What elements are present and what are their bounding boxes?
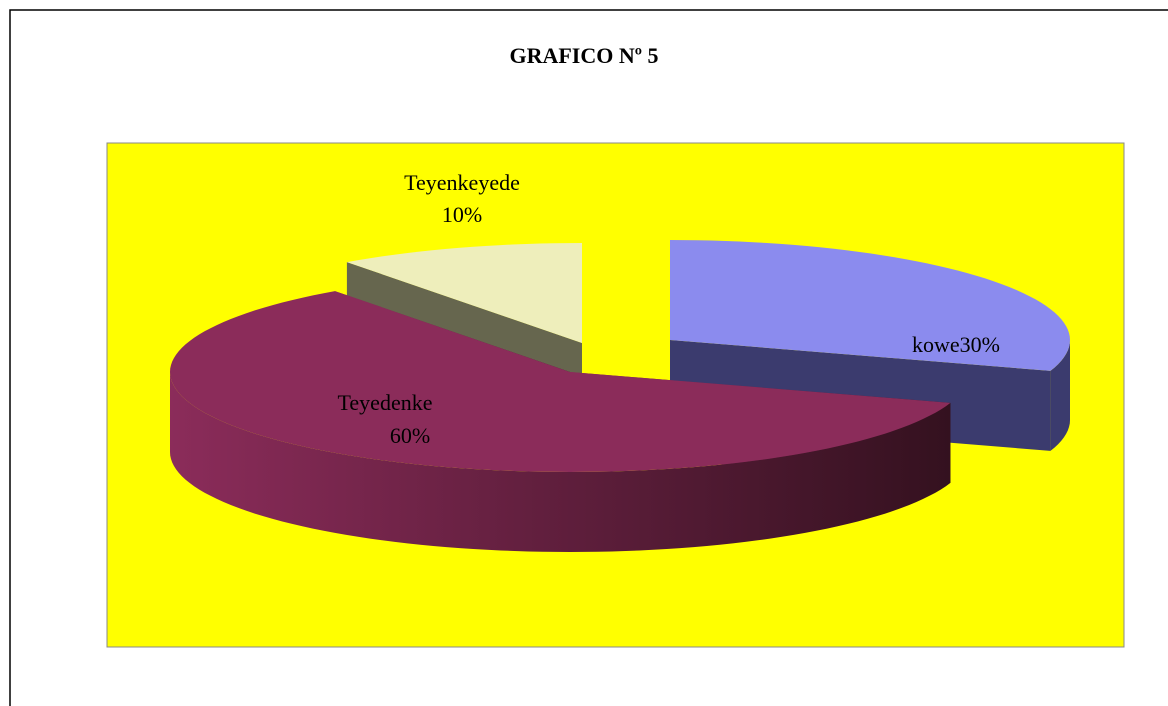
labels: kowe30% Teyedenke 60% Teyenkeyede 10% bbox=[338, 170, 1000, 448]
value-label: 60% bbox=[390, 423, 430, 448]
value-label: 10% bbox=[442, 202, 482, 227]
value-label: 30% bbox=[960, 332, 1000, 357]
slice bbox=[170, 291, 951, 472]
category-label: Teyenkeyede bbox=[404, 170, 520, 195]
chart-title: GRAFICO Nº 5 bbox=[509, 43, 658, 68]
pie bbox=[170, 240, 1070, 552]
slice bbox=[670, 240, 1070, 371]
slice-side bbox=[170, 372, 951, 552]
data-label: kowe30% bbox=[912, 332, 1000, 357]
slice bbox=[346, 243, 582, 343]
category-label: Teyedenke bbox=[338, 390, 433, 415]
slice-side bbox=[1050, 340, 1070, 451]
category-label: kowe bbox=[912, 332, 960, 357]
frame bbox=[9, 9, 1168, 706]
